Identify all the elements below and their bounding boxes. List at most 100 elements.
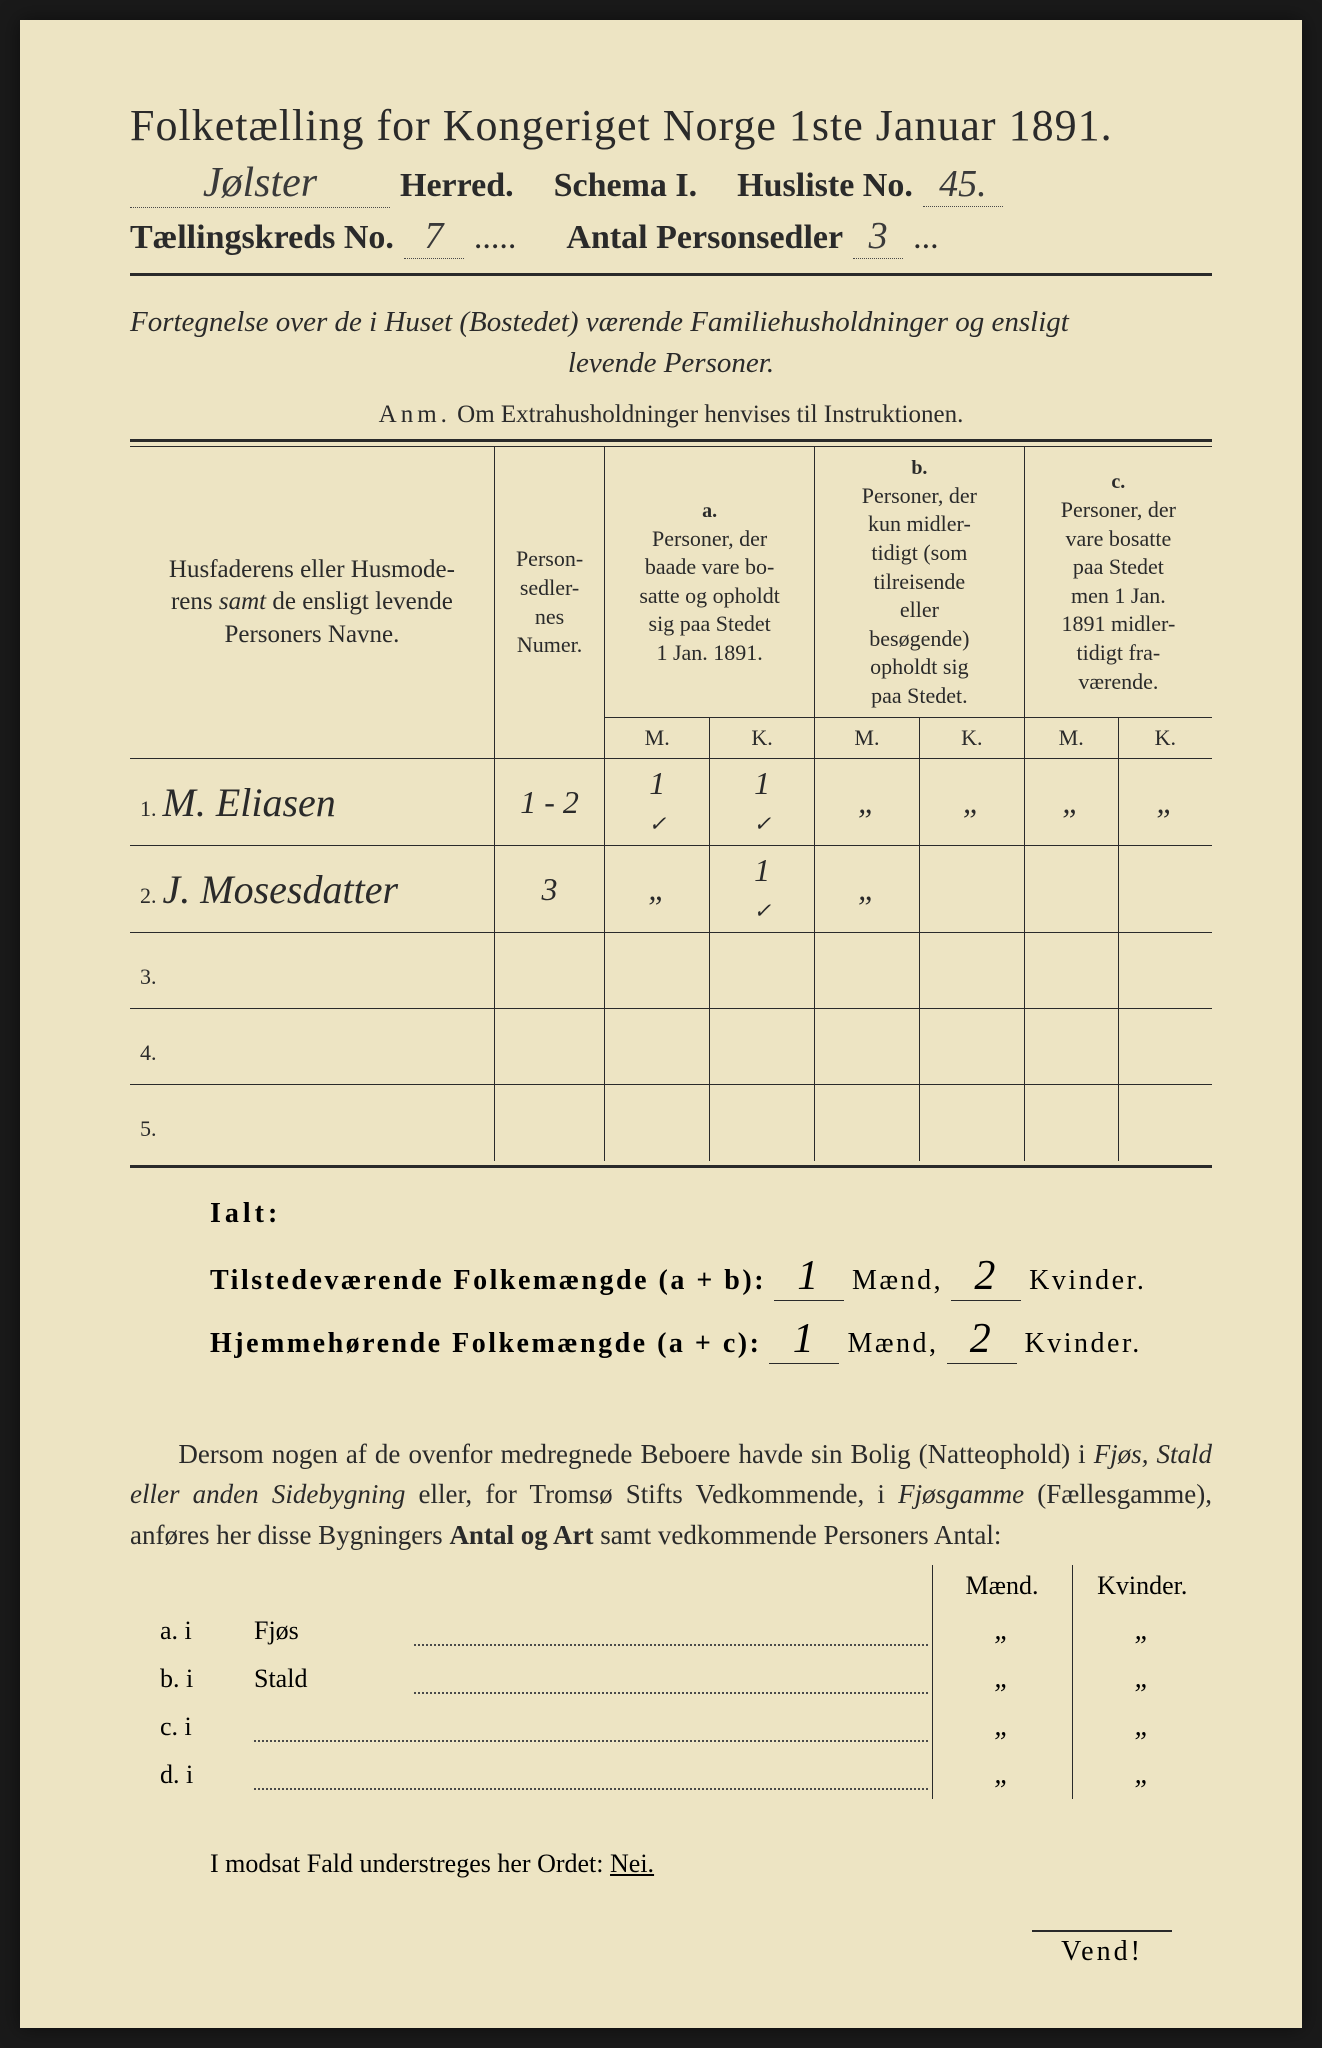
bm-cell <box>815 1085 920 1161</box>
ialt-label: Ialt: <box>210 1198 1212 1230</box>
row-num: 1. <box>140 796 157 821</box>
instruction-text: Fortegnelse over de i Huset (Bostedet) v… <box>130 302 1212 383</box>
num-cell: 1 - 2 <box>494 759 604 846</box>
row-num: 2. <box>140 883 157 908</box>
sub-dots <box>250 1703 932 1751</box>
cm-cell <box>1024 933 1118 1009</box>
para-p3: eller, for Tromsø Stifts Vedkommende, i <box>405 1479 898 1509</box>
sub-head-k: Kvinder. <box>1072 1565 1212 1607</box>
bk-cell: „ <box>919 759 1024 846</box>
name-cell: 5. <box>130 1085 494 1161</box>
ck-cell <box>1118 846 1212 933</box>
present-summary: Tilstedeværende Folkemængde (a + b): 1 M… <box>210 1252 1212 1301</box>
sub-m: „ <box>932 1751 1072 1799</box>
home-maend: 1 <box>769 1315 839 1364</box>
col-a-k: K. <box>710 717 815 759</box>
sub-name: Fjøs <box>250 1607 410 1655</box>
maend-label: Mænd, <box>852 1265 943 1297</box>
sub-empty-2 <box>250 1565 410 1607</box>
home-summary: Hjemmehørende Folkemængde (a + c): 1 Mæn… <box>210 1315 1212 1364</box>
present-kvinder: 2 <box>951 1252 1021 1301</box>
bm-cell: „ <box>815 846 920 933</box>
vend-label: Vend! <box>1032 1930 1172 1968</box>
person-name: M. Eliasen <box>163 780 336 825</box>
name-cell: 4. <box>130 1009 494 1085</box>
sub-label: c. i <box>130 1703 250 1751</box>
sub-name: Stald <box>250 1655 410 1703</box>
row-num: 3. <box>140 964 157 989</box>
table-row: 2.J. Mosesdatter 3 „ 1✓ „ <box>130 846 1212 933</box>
ak-cell <box>710 933 815 1009</box>
ak-cell: 1✓ <box>710 759 815 846</box>
page-title: Folketælling for Kongeriget Norge 1ste J… <box>130 100 1212 151</box>
am-cell: „ <box>605 846 710 933</box>
am-cell <box>605 1009 710 1085</box>
sub-row: c. i „ „ <box>130 1703 1212 1751</box>
kvinder-label: Kvinder. <box>1029 1265 1146 1297</box>
kreds-value: 7 <box>404 214 464 259</box>
husliste-value: 45. <box>923 162 1003 207</box>
sub-m: „ <box>932 1703 1072 1751</box>
num-cell <box>494 1009 604 1085</box>
sub-label: a. i <box>130 1607 250 1655</box>
num-cell <box>494 933 604 1009</box>
col-c-k: K. <box>1118 717 1212 759</box>
person-name: J. Mosesdatter <box>163 867 399 912</box>
table-row: 3. <box>130 933 1212 1009</box>
para-p1: Dersom nogen af de ovenfor medregnede Be… <box>178 1439 1093 1469</box>
table-bottom-divider <box>130 1165 1212 1168</box>
sub-m: „ <box>932 1607 1072 1655</box>
name-cell: 2.J. Mosesdatter <box>130 846 494 933</box>
ck-cell: „ <box>1118 759 1212 846</box>
sub-row: d. i „ „ <box>130 1751 1212 1799</box>
header-line-2: Jølster Herred. Schema I. Husliste No. 4… <box>130 159 1212 208</box>
schema-label: Schema I. <box>554 167 698 205</box>
sub-dots <box>410 1607 932 1655</box>
present-label: Tilstedeværende Folkemængde (a + b): <box>210 1265 766 1297</box>
sub-label: d. i <box>130 1751 250 1799</box>
col-a-header: a. Personer, derbaade vare bo-satte og o… <box>605 447 815 717</box>
col-b-header: b. Personer, derkun midler-tidigt (somti… <box>815 447 1025 717</box>
sub-row: b. i Stald „ „ <box>130 1655 1212 1703</box>
row-num: 4. <box>140 1040 157 1065</box>
antal-value: 3 <box>853 214 903 259</box>
present-maend: 1 <box>774 1252 844 1301</box>
header-line-3: Tællingskreds No. 7 ..... Antal Personse… <box>130 214 1212 276</box>
building-table: Mænd. Kvinder. a. i Fjøs „ „ b. i Stald … <box>130 1565 1212 1799</box>
ck-cell <box>1118 1009 1212 1085</box>
antal-label: Antal Personsedler <box>566 219 843 257</box>
sub-k: „ <box>1072 1703 1212 1751</box>
herred-value: Jølster <box>130 159 390 208</box>
sub-k: „ <box>1072 1751 1212 1799</box>
para-p6: Antal og Art <box>449 1520 593 1550</box>
table-row: 5. <box>130 1085 1212 1161</box>
sub-empty-1 <box>130 1565 250 1607</box>
anm-note: Anm. Om Extrahusholdninger henvises til … <box>130 401 1212 429</box>
sub-empty-3 <box>410 1565 932 1607</box>
col-c-m: M. <box>1024 717 1118 759</box>
kreds-label: Tællingskreds No. <box>130 219 394 257</box>
table-row: 4. <box>130 1009 1212 1085</box>
col-c-header: c. Personer, dervare bosattepaa Stedetme… <box>1024 447 1212 717</box>
col-c-label: c. <box>1111 471 1125 493</box>
para-p7: samt vedkommende Personers Antal: <box>593 1520 1001 1550</box>
am-cell <box>605 933 710 1009</box>
col-b-m: M. <box>815 717 920 759</box>
table-row: 1.M. Eliasen 1 - 2 1✓ 1✓ „ „ „ „ <box>130 759 1212 846</box>
bk-cell <box>919 933 1024 1009</box>
col-a-label: a. <box>702 500 717 522</box>
anm-label: Anm. <box>379 401 451 428</box>
num-cell: 3 <box>494 846 604 933</box>
sub-dots <box>250 1751 932 1799</box>
col-name-header: Husfaderens eller Husmode-rens samt de e… <box>130 447 494 759</box>
anm-text: Om Extrahusholdninger henvises til Instr… <box>457 401 963 428</box>
bk-cell <box>919 846 1024 933</box>
bm-cell <box>815 933 920 1009</box>
instruction-line2: levende Personer. <box>130 343 1212 384</box>
census-form-page: Folketælling for Kongeriget Norge 1ste J… <box>20 20 1302 2028</box>
building-paragraph: Dersom nogen af de ovenfor medregnede Be… <box>130 1434 1212 1556</box>
sub-label: b. i <box>130 1655 250 1703</box>
ak-cell <box>710 1009 815 1085</box>
bk-cell <box>919 1009 1024 1085</box>
sub-m: „ <box>932 1655 1072 1703</box>
